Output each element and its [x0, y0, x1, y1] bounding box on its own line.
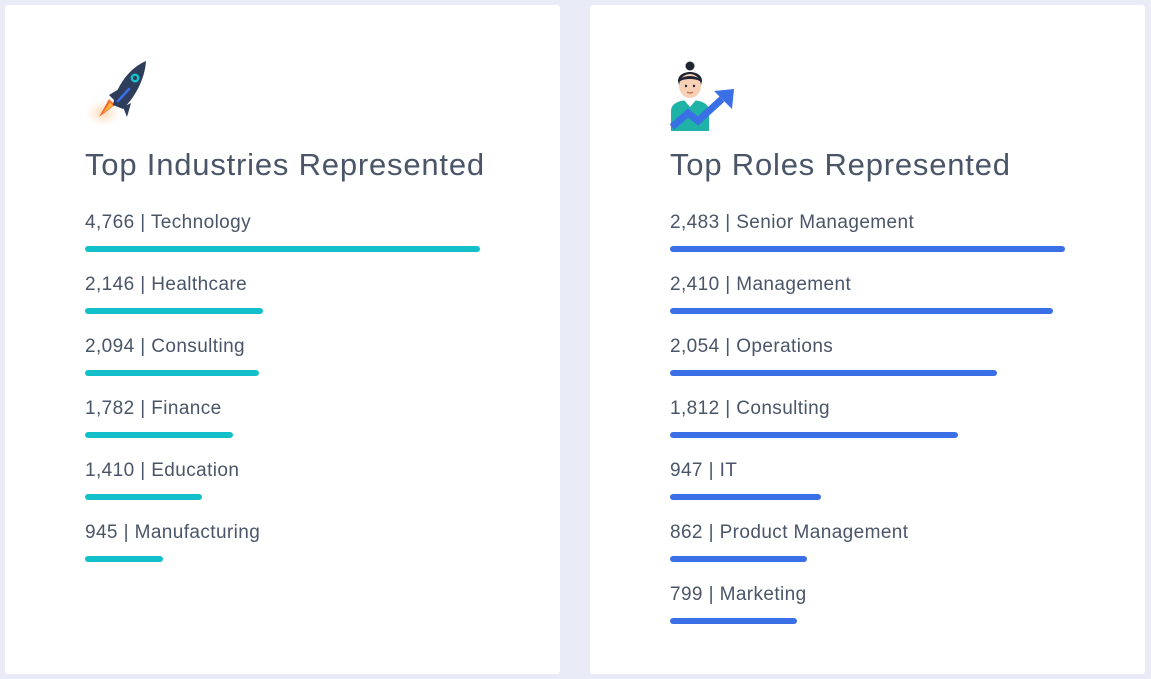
- role-bar: [670, 246, 1065, 252]
- role-bar-label: 2,054 | Operations: [670, 336, 834, 357]
- industry-row: 4,766 | Technology: [85, 212, 485, 274]
- role-bar-label: 1,812 | Consulting: [670, 398, 831, 419]
- industry-bar: [85, 556, 163, 562]
- role-row: 947 | IT: [670, 460, 1070, 522]
- roles-bar-chart: 2,483 | Senior Management 2,410 | Managem…: [670, 212, 1070, 646]
- role-bar: [670, 370, 997, 376]
- industry-row: 2,094 | Consulting: [85, 336, 485, 398]
- industry-bar: [85, 370, 259, 376]
- role-bar-label: 862 | Product Management: [670, 522, 909, 543]
- person-growth-arrow-icon: [670, 61, 734, 131]
- industry-bar-label: 1,782 | Finance: [85, 398, 222, 419]
- industry-bar: [85, 432, 233, 438]
- industry-row: 1,782 | Finance: [85, 398, 485, 460]
- role-bar-label: 947 | IT: [670, 460, 738, 481]
- industries-card: Top Industries Represented 4,766 | Techn…: [5, 5, 560, 674]
- industry-row: 945 | Manufacturing: [85, 522, 485, 584]
- industries-bar-chart: 4,766 | Technology 2,146 | Healthcare 2,09…: [85, 212, 485, 584]
- role-row: 1,812 | Consulting: [670, 398, 1070, 460]
- roles-card: Top Roles Represented 2,483 | Senior Man…: [590, 5, 1145, 674]
- industry-bar: [85, 246, 480, 252]
- role-row: 799 | Marketing: [670, 584, 1070, 646]
- industry-bar-label: 2,146 | Healthcare: [85, 274, 248, 295]
- role-bar: [670, 556, 807, 562]
- industry-bar-label: 2,094 | Consulting: [85, 336, 246, 357]
- industry-row: 2,146 | Healthcare: [85, 274, 485, 336]
- role-row: 2,483 | Senior Management: [670, 212, 1070, 274]
- industry-bar: [85, 494, 202, 500]
- role-bar-label: 2,410 | Management: [670, 274, 852, 295]
- role-row: 2,054 | Operations: [670, 336, 1070, 398]
- rocket-icon: [85, 61, 146, 127]
- roles-title: Top Roles Represented: [670, 147, 1011, 182]
- role-bar: [670, 432, 958, 438]
- industry-bar-label: 1,410 | Education: [85, 460, 240, 481]
- industry-bar-label: 945 | Manufacturing: [85, 522, 261, 543]
- industry-row: 1,410 | Education: [85, 460, 485, 522]
- role-bar: [670, 494, 821, 500]
- role-row: 2,410 | Management: [670, 274, 1070, 336]
- role-bar: [670, 308, 1053, 314]
- industry-bar-label: 4,766 | Technology: [85, 212, 252, 233]
- role-bar-label: 2,483 | Senior Management: [670, 212, 915, 233]
- role-bar: [670, 618, 797, 624]
- role-row: 862 | Product Management: [670, 522, 1070, 584]
- role-bar-label: 799 | Marketing: [670, 584, 807, 605]
- industries-title: Top Industries Represented: [85, 147, 485, 182]
- industry-bar: [85, 308, 263, 314]
